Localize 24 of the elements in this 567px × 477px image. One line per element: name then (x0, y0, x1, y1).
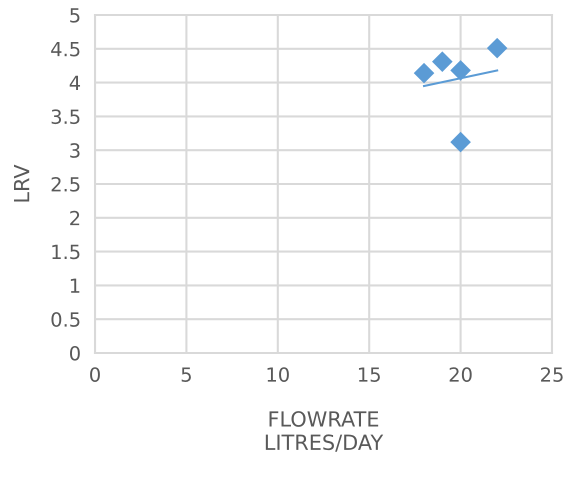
y-tick-label: 3 (70, 143, 80, 158)
y-tick-label: 0.5 (51, 312, 80, 327)
y-tick-label: 4.5 (51, 42, 80, 56)
y-tick-label: 4 (70, 76, 80, 90)
x-axis-title: FLOWRATE LITRES/DAY (266, 411, 384, 452)
point (486, 38, 508, 58)
point (414, 62, 434, 84)
point (450, 132, 471, 152)
y-tick-label: 1 (70, 278, 80, 293)
x-tick-label: 25 (541, 367, 563, 382)
y-axis-title: LRV (14, 164, 30, 202)
y-tick-label: 1.5 (52, 244, 80, 260)
x-tick-label: 0 (90, 367, 100, 382)
x-tick-label: 15 (358, 367, 380, 382)
point (432, 51, 453, 72)
x-tick-label: 10 (268, 367, 289, 382)
y-tick-label: 2.5 (52, 176, 80, 192)
y-tick-label: 2 (70, 210, 80, 226)
y-tick-label: 0 (70, 346, 80, 361)
y-tick-label: 5 (70, 8, 80, 23)
point (450, 60, 471, 81)
x-tick-label: 20 (450, 367, 472, 382)
y-tick-label: 3.5 (52, 109, 80, 124)
x-tick-label: 5 (182, 367, 191, 382)
